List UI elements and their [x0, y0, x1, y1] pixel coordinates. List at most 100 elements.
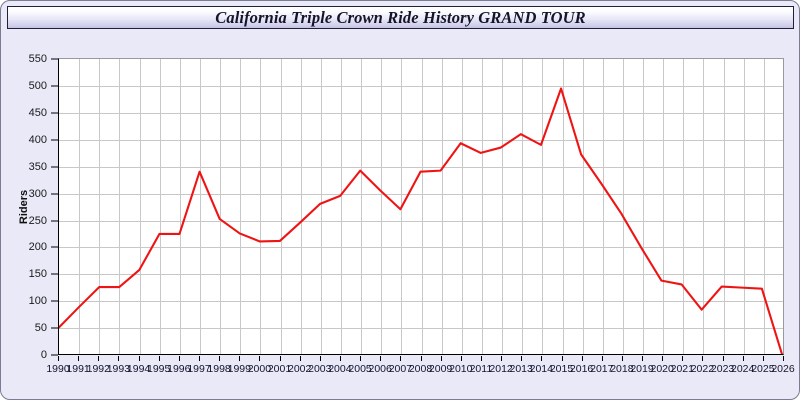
- y-tick-label: 0: [40, 349, 47, 361]
- gridline-vertical: [179, 59, 181, 354]
- x-tick-mark: [78, 356, 80, 361]
- x-tick-label: 2020: [650, 363, 674, 375]
- x-tick-label: 2002: [288, 363, 312, 375]
- x-tick-mark: [178, 356, 180, 361]
- y-tick-label: 200: [28, 241, 47, 254]
- x-tick-mark: [440, 356, 442, 361]
- y-tick-mark: [51, 193, 58, 194]
- x-tick-label: 2014: [529, 363, 553, 375]
- x-tick-mark: [259, 356, 261, 361]
- x-tick-label: 1998: [207, 363, 231, 375]
- page-title: California Triple Crown Ride History GRA…: [215, 7, 586, 27]
- x-axis: 1990 1991 1992 1993 1994 1995 1996 1997 1998 1999…: [46, 356, 795, 386]
- x-tick-label: 2019: [630, 363, 654, 375]
- x-tick-label: 2010: [449, 363, 473, 375]
- x-tick-mark: [601, 356, 603, 361]
- x-tick-label: 1990: [46, 363, 70, 375]
- x-tick-mark: [642, 356, 643, 361]
- gridline-vertical: [361, 59, 363, 354]
- x-tick-label: 2017: [590, 363, 614, 375]
- gridline-vertical: [119, 59, 121, 354]
- x-tick-mark: [762, 356, 764, 361]
- x-tick-mark: [420, 356, 422, 361]
- x-tick-label: 2008: [408, 363, 433, 375]
- y-tick-mark: [51, 112, 58, 114]
- x-tick-mark: [219, 356, 221, 361]
- gridline-horizontal: [59, 301, 783, 303]
- x-tick-label: 1993: [106, 363, 131, 375]
- x-tick-label: 1997: [187, 363, 211, 375]
- x-tick-label: 2022: [690, 363, 715, 375]
- gridline-horizontal: [59, 247, 783, 249]
- x-tick-label: 2024: [731, 363, 755, 375]
- x-tick-label: 2025: [751, 363, 775, 375]
- x-tick-mark: [460, 356, 462, 361]
- x-tick-mark: [299, 356, 301, 361]
- x-tick-mark: [662, 356, 664, 361]
- gridline-vertical: [622, 59, 624, 354]
- x-tick-label: 1999: [227, 363, 251, 375]
- x-tick-mark: [380, 356, 382, 361]
- x-tick-mark: [561, 356, 563, 361]
- gridline-vertical: [200, 59, 201, 354]
- x-tick-label: 2013: [509, 363, 533, 375]
- gridline-vertical: [703, 59, 705, 354]
- x-tick-label: 2015: [549, 363, 574, 375]
- gridline-vertical: [220, 59, 222, 354]
- x-tick-mark: [58, 356, 59, 361]
- gridline-vertical: [320, 59, 322, 354]
- x-tick-mark: [199, 356, 200, 361]
- gridline-vertical: [381, 59, 383, 354]
- x-tick-label: 2011: [469, 363, 493, 375]
- x-tick-mark: [783, 356, 784, 361]
- y-tick-mark: [51, 354, 58, 356]
- x-tick-label: 2005: [348, 363, 372, 375]
- gridline-vertical: [79, 59, 81, 354]
- x-tick-label: 1994: [126, 363, 151, 375]
- x-tick-label: 2026: [771, 363, 795, 375]
- y-tick-mark: [51, 273, 58, 275]
- gridline-vertical: [723, 59, 725, 354]
- x-tick-mark: [360, 356, 362, 361]
- x-tick-mark: [118, 356, 120, 361]
- y-tick-mark: [51, 220, 58, 221]
- x-tick-mark: [98, 356, 100, 361]
- x-tick-mark: [279, 356, 281, 361]
- x-tick-mark: [239, 356, 241, 361]
- gridline-vertical: [280, 59, 282, 354]
- x-tick-label: 2004: [328, 363, 352, 375]
- x-tick-mark: [621, 356, 623, 361]
- x-tick-label: 2012: [489, 363, 513, 375]
- y-tick-label: 550: [28, 53, 47, 65]
- gridline-vertical: [300, 59, 302, 354]
- gridline-vertical: [159, 59, 161, 354]
- gridline-vertical: [481, 59, 483, 354]
- series-line-riders: [59, 87, 783, 354]
- x-tick-label: 2000: [247, 363, 272, 375]
- y-tick-mark: [51, 327, 58, 329]
- gridline-vertical: [663, 59, 665, 354]
- x-tick-label: 2023: [710, 363, 735, 375]
- x-tick-mark: [501, 356, 503, 361]
- x-tick-mark: [138, 356, 140, 361]
- gridline-vertical: [582, 59, 584, 354]
- plot-wrapper: [58, 58, 784, 355]
- chart-title-bar: California Triple Crown Ride History GRA…: [7, 6, 794, 29]
- plot-area: [58, 58, 784, 355]
- x-tick-label: 2006: [368, 363, 392, 375]
- x-tick-mark: [521, 356, 523, 361]
- x-tick-label: 2016: [569, 363, 594, 375]
- gridline-vertical: [139, 59, 141, 354]
- gridline-vertical: [441, 59, 443, 354]
- gridline-vertical: [602, 59, 604, 354]
- x-tick-label: 2009: [428, 363, 453, 375]
- gridline-vertical: [743, 59, 745, 354]
- gridline-vertical: [683, 59, 685, 354]
- x-tick-mark: [581, 356, 583, 361]
- x-tick-mark: [541, 356, 543, 361]
- x-tick-mark: [702, 356, 704, 361]
- gridline-horizontal: [59, 139, 783, 141]
- gridline-vertical: [340, 59, 342, 354]
- gridline-vertical: [763, 59, 765, 354]
- gridline-vertical: [522, 59, 524, 354]
